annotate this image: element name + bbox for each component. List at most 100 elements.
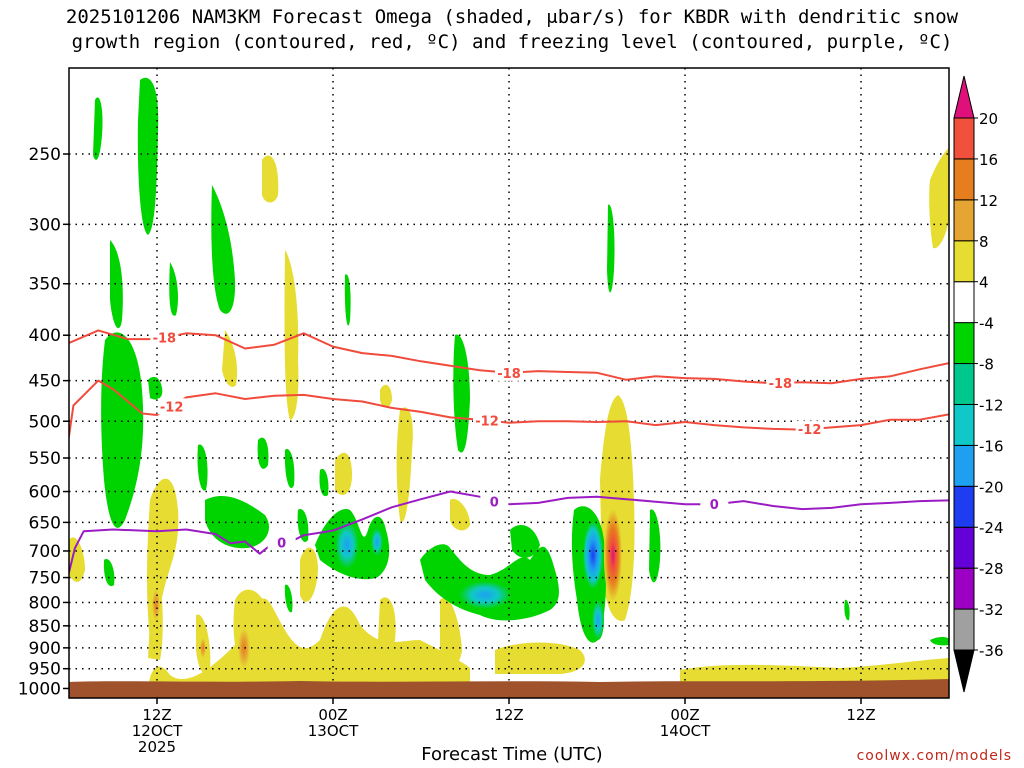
credit-text: coolwx.com/models — [856, 748, 1012, 764]
omega-region — [453, 334, 470, 453]
x-tick-label: 00Z — [670, 706, 699, 724]
omega-region — [396, 407, 413, 522]
omega-region — [93, 97, 103, 160]
contour-label-bg — [700, 496, 729, 513]
chart-title-line-2: growth region (contoured, red, ºC) and f… — [71, 31, 953, 53]
contour-label: -12 — [798, 423, 822, 438]
colorbar-tick-label: 12 — [979, 192, 998, 210]
y-tick-label: 600 — [29, 483, 61, 503]
omega-region — [238, 628, 250, 668]
colorbar-tick-label: 16 — [979, 151, 998, 169]
omega-region — [459, 581, 511, 609]
omega-region — [148, 376, 163, 400]
contour-label-bg — [267, 534, 296, 551]
y-tick-label: 300 — [29, 215, 61, 235]
omega-shading — [69, 77, 949, 695]
omega-region — [510, 525, 540, 558]
colorbar-swatch — [953, 403, 975, 446]
omega-region — [137, 77, 159, 235]
y-tick-label: 800 — [29, 593, 61, 613]
omega-region — [169, 262, 178, 316]
x-tick-date: 13OCT — [308, 722, 359, 740]
y-tick-label: 500 — [29, 412, 61, 432]
colorbar: -36 -32 -28 -24 -20 -16 -12 -8 -4 4 8 12 16 20 — [953, 75, 1004, 693]
colorbar-swatch — [953, 444, 975, 487]
omega-region — [69, 537, 85, 582]
omega-region — [257, 437, 269, 469]
y-tick-label: 550 — [29, 449, 61, 469]
omega-region — [929, 148, 949, 249]
x-tick-label: 00Z — [318, 706, 347, 724]
chart-title-line-1: 2025101206 NAM3KM Forecast Omega (shaded… — [65, 6, 959, 28]
y-tick-label: 950 — [29, 660, 61, 680]
x-tick-date: 12OCT — [132, 722, 183, 740]
y-tick-label: 850 — [29, 617, 61, 637]
contour-label: 0 — [277, 536, 286, 551]
contour-label: -18 — [153, 332, 177, 347]
colorbar-tick-label: 20 — [979, 110, 998, 128]
omega-region — [319, 468, 329, 497]
colorbar-swatch — [953, 608, 975, 651]
contour-label: 0 — [490, 496, 499, 511]
y-tick-label: 650 — [29, 513, 61, 533]
colorbar-tick-label: -24 — [979, 519, 1004, 537]
contour-labels: -18 -18 -18 -12 -12 -12 0 0 0 — [150, 329, 824, 551]
colorbar-swatch — [953, 485, 975, 528]
contour-label-bg — [795, 421, 824, 438]
omega-region — [335, 521, 359, 569]
omega-region — [844, 599, 850, 621]
colorbar-swatch — [953, 158, 975, 201]
omega-region — [583, 521, 603, 589]
omega-region — [495, 642, 585, 674]
contour-label-bg — [480, 493, 509, 510]
y-tick-label: 400 — [29, 326, 61, 346]
omega-region — [262, 155, 279, 203]
contour-label: 0 — [710, 498, 719, 513]
colorbar-swatch — [953, 281, 975, 324]
omega-region — [930, 637, 949, 646]
omega-region — [344, 274, 351, 326]
y-axis: 2503003504004505005506006507007508008509… — [18, 145, 69, 699]
colorbar-swatch — [953, 526, 975, 569]
colorbar-top-arrow — [953, 75, 975, 119]
colorbar-swatch — [953, 567, 975, 610]
omega-region — [297, 509, 309, 542]
omega-region — [101, 332, 144, 528]
colorbar-tick-label: -8 — [979, 356, 994, 374]
colorbar-swatch — [953, 322, 975, 365]
y-tick-label: 350 — [29, 275, 61, 295]
omega-region — [607, 204, 615, 293]
omega-region — [222, 330, 238, 387]
colorbar-tick-label: -16 — [979, 437, 1004, 455]
omega-region — [371, 528, 383, 556]
colorbar-swatch — [953, 117, 975, 160]
omega-region — [335, 452, 352, 495]
omega-region — [592, 600, 604, 640]
colorbar-tick-label: -28 — [979, 560, 1004, 578]
omega-region — [300, 547, 318, 602]
y-tick-label: 450 — [29, 372, 61, 392]
contour-line — [69, 490, 949, 573]
contour-label: -18 — [497, 367, 521, 382]
omega-region — [649, 509, 661, 583]
colorbar-swatch — [953, 363, 975, 405]
x-axis-label: Forecast Time (UTC) — [421, 744, 603, 765]
y-tick-label: 900 — [29, 639, 61, 659]
y-tick-label: 250 — [29, 145, 61, 165]
y-tick-label: 1000 — [18, 679, 61, 699]
omega-region — [604, 509, 622, 601]
x-tick-label: 12Z — [142, 706, 171, 724]
contour-label-bg — [150, 329, 179, 346]
terrain-fill — [69, 679, 949, 698]
contour-label-bg — [157, 398, 186, 415]
omega-region — [110, 240, 123, 329]
colorbar-tick-label: -36 — [979, 642, 1004, 660]
omega-region — [200, 638, 206, 658]
colorbar-tick-label: -20 — [979, 478, 1004, 496]
contour-label: -18 — [769, 377, 793, 392]
x-tick-year: 2025 — [138, 738, 176, 756]
colorbar-swatch — [953, 240, 975, 283]
omega-region — [197, 444, 208, 491]
